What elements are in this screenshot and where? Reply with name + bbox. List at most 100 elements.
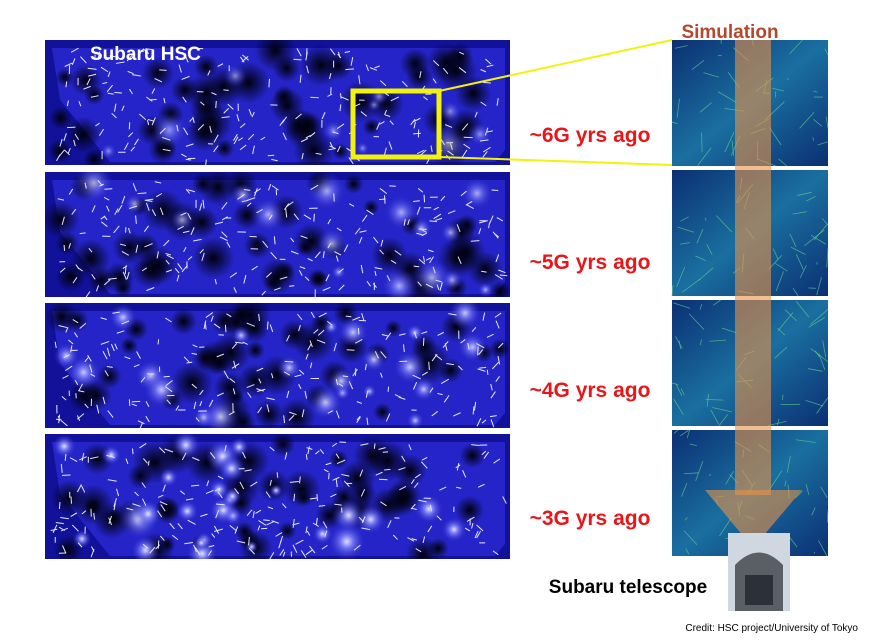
filament <box>778 158 787 167</box>
shear-stick <box>145 415 150 423</box>
shear-stick <box>242 451 246 459</box>
shear-stick <box>380 501 387 507</box>
shear-stick <box>247 133 255 141</box>
shear-stick <box>54 341 57 349</box>
shear-stick <box>471 326 477 333</box>
filament <box>789 39 803 55</box>
shear-stick <box>313 213 315 222</box>
shear-stick <box>246 322 256 327</box>
filament <box>699 339 702 346</box>
filament <box>820 486 828 498</box>
shear-stick <box>366 280 371 287</box>
shear-stick <box>494 312 502 318</box>
filament <box>710 409 720 425</box>
void <box>65 116 101 153</box>
shear-stick <box>261 290 266 296</box>
shear-stick <box>317 329 325 336</box>
shear-stick <box>235 341 244 344</box>
shear-stick <box>334 251 342 256</box>
shear-stick <box>221 116 230 119</box>
shear-stick <box>298 383 302 390</box>
shear-stick <box>146 200 153 202</box>
shear-stick <box>155 193 163 198</box>
shear-stick <box>447 150 454 156</box>
filament <box>677 226 694 233</box>
shear-stick <box>84 182 87 189</box>
filament <box>706 244 713 256</box>
shear-stick <box>113 225 120 234</box>
shear-stick <box>93 512 96 520</box>
shear-stick <box>369 67 378 71</box>
shear-stick <box>348 203 355 207</box>
shear-stick <box>378 447 386 450</box>
filament <box>718 414 729 427</box>
filament <box>705 399 724 401</box>
shear-stick <box>379 187 388 195</box>
shear-stick <box>126 507 134 511</box>
shear-stick <box>115 61 125 64</box>
shear-stick <box>358 236 363 244</box>
shear-stick <box>361 312 365 321</box>
shear-stick <box>145 48 154 51</box>
shear-stick <box>365 64 369 72</box>
filament <box>673 398 684 415</box>
shear-stick <box>299 74 302 83</box>
shear-stick <box>114 208 119 215</box>
shear-stick <box>100 340 110 345</box>
shear-stick <box>252 145 255 155</box>
shear-stick <box>210 315 214 322</box>
shear-stick <box>473 401 477 411</box>
shear-stick <box>365 390 369 398</box>
shear-stick <box>398 467 406 471</box>
shear-stick <box>339 104 342 112</box>
peak <box>332 499 365 532</box>
shear-stick <box>177 263 183 270</box>
shear-stick <box>334 503 342 506</box>
shear-stick <box>387 520 392 528</box>
shear-stick <box>476 418 482 427</box>
shear-stick <box>305 353 309 360</box>
peak <box>356 141 370 155</box>
shear-stick <box>300 235 308 239</box>
map-field <box>47 40 505 165</box>
shear-stick <box>226 241 231 248</box>
shear-stick <box>61 216 65 225</box>
shear-stick <box>114 91 123 94</box>
shear-stick <box>205 159 207 165</box>
shear-stick <box>71 58 76 65</box>
peak <box>393 350 427 384</box>
void <box>263 272 284 293</box>
filament <box>789 233 797 248</box>
shear-stick <box>460 190 467 197</box>
shear-stick <box>375 471 383 476</box>
shear-stick <box>236 540 246 544</box>
shear-stick <box>366 417 369 425</box>
shear-stick <box>189 117 194 122</box>
void <box>55 68 74 87</box>
shear-stick <box>271 520 280 524</box>
shear-stick <box>72 319 79 324</box>
shear-stick <box>108 515 113 525</box>
peak <box>322 120 345 142</box>
filament <box>810 348 829 362</box>
shear-stick <box>413 122 416 129</box>
shear-stick <box>244 469 252 472</box>
shear-stick <box>325 462 332 466</box>
shear-stick <box>458 66 467 74</box>
peak <box>477 282 494 297</box>
shear-stick <box>243 189 251 191</box>
shear-stick <box>292 522 300 526</box>
shear-stick <box>233 360 237 369</box>
shear-stick <box>474 530 479 539</box>
shear-stick <box>246 384 255 388</box>
filament <box>777 418 780 426</box>
filament <box>685 548 690 555</box>
shear-stick <box>80 56 87 64</box>
shear-stick <box>162 484 166 492</box>
shear-stick <box>128 227 131 234</box>
shear-stick <box>206 480 210 487</box>
shear-stick <box>147 118 154 122</box>
filament <box>807 368 823 372</box>
shear-stick <box>238 137 244 141</box>
shear-stick <box>315 152 322 155</box>
